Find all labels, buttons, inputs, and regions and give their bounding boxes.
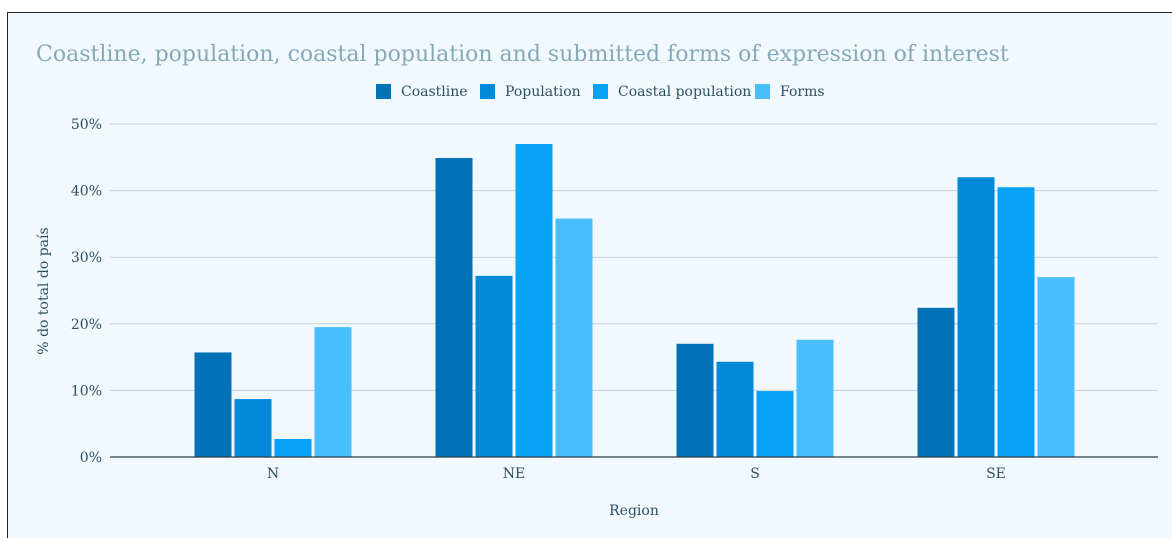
legend-item-coastal-population[interactable]: Coastal population xyxy=(593,84,751,100)
y-tick-label: 50% xyxy=(71,117,102,133)
legend-swatch xyxy=(593,84,608,99)
y-tick-label: 0% xyxy=(80,450,102,466)
x-tick-label: NE xyxy=(503,466,525,482)
bar-n-population xyxy=(234,399,272,457)
bar-s-forms xyxy=(796,339,834,457)
x-tick-label: S xyxy=(750,466,760,482)
bar-s-coastal-population xyxy=(756,391,794,457)
bar-se-population xyxy=(957,177,995,457)
y-tick-label: 20% xyxy=(71,317,102,333)
bar-s-coastline xyxy=(676,343,714,457)
y-tick-label: 30% xyxy=(71,250,102,266)
bars xyxy=(194,143,1075,458)
legend-label: Population xyxy=(505,84,581,100)
x-axis-ticks: N NE S SE xyxy=(267,466,1006,482)
y-axis-title: % do total do país xyxy=(36,227,52,354)
bar-ne-population xyxy=(475,275,513,457)
bar-n-forms xyxy=(314,327,352,457)
legend-label: Coastline xyxy=(401,84,468,100)
bar-se-forms xyxy=(1037,277,1075,457)
y-tick-label: 10% xyxy=(71,383,102,399)
legend-swatch xyxy=(376,84,391,99)
chart-title: Coastline, population, coastal populatio… xyxy=(36,42,1009,67)
x-axis-title: Region xyxy=(609,503,659,519)
legend: Coastline Population Coastal population For… xyxy=(376,84,825,100)
bar-se-coastal-population xyxy=(997,187,1035,457)
bar-ne-forms xyxy=(555,218,593,457)
x-tick-label: SE xyxy=(986,466,1006,482)
legend-item-population[interactable]: Population xyxy=(480,84,581,100)
bar-ne-coastal-population xyxy=(515,143,553,458)
legend-swatch xyxy=(755,84,770,99)
x-tick-label: N xyxy=(267,466,279,482)
legend-item-forms[interactable]: Forms xyxy=(755,84,825,100)
bar-s-population xyxy=(716,361,754,457)
legend-label: Forms xyxy=(780,84,825,100)
y-axis-ticks: 0% 10% 20% 30% 40% 50% xyxy=(71,117,102,466)
legend-swatch xyxy=(480,84,495,99)
legend-label: Coastal population xyxy=(618,84,751,100)
bar-n-coastal-population xyxy=(274,439,312,457)
bar-se-coastline xyxy=(917,307,955,457)
y-tick-label: 40% xyxy=(71,184,102,200)
bar-ne-coastline xyxy=(435,157,473,457)
bar-n-coastline xyxy=(194,352,232,457)
legend-item-coastline[interactable]: Coastline xyxy=(376,84,468,100)
